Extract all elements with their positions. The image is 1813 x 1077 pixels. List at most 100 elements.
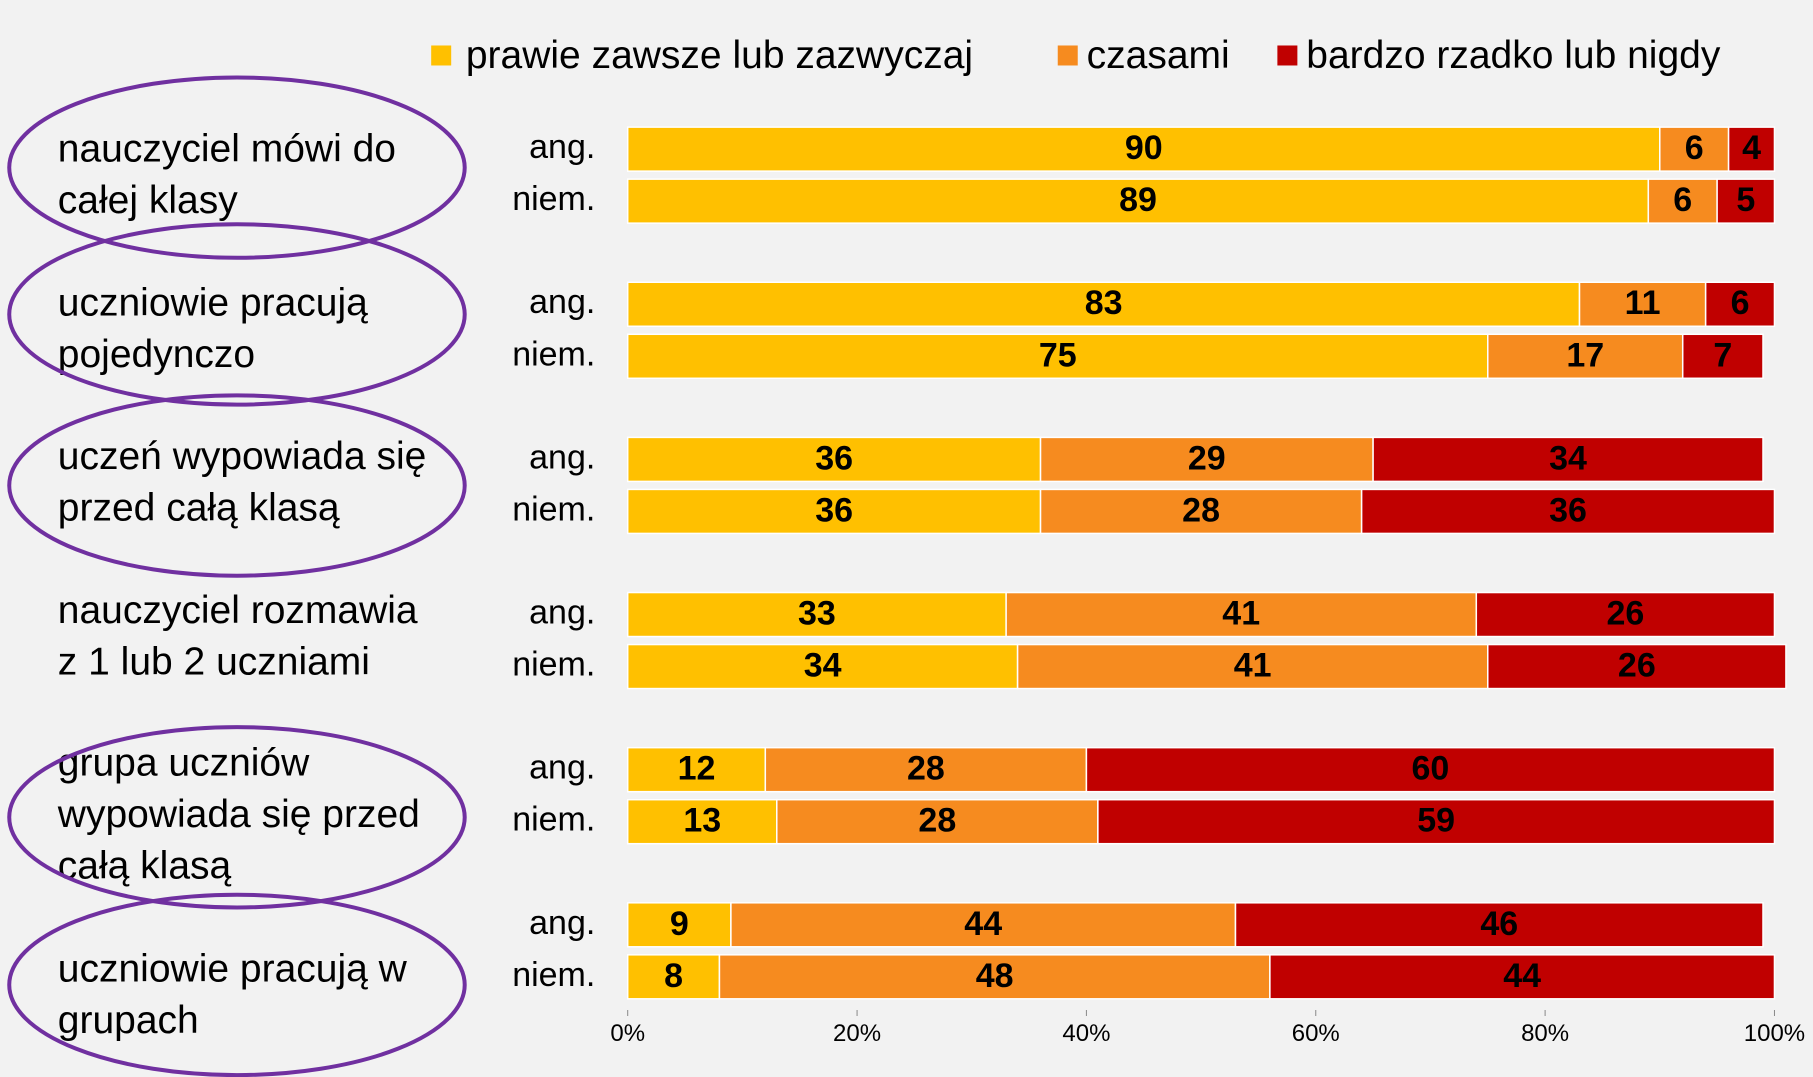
bar-segment — [626, 126, 1661, 172]
data-label: 83 — [1085, 284, 1123, 322]
row-label: ang. — [529, 283, 595, 321]
data-label: 44 — [1503, 957, 1541, 995]
bar-segment — [626, 746, 767, 793]
bar-segment — [1716, 178, 1776, 224]
bar-segment — [1487, 643, 1787, 690]
group-label: nauczyciel mówi do — [58, 128, 396, 171]
x-tick-label: 20% — [833, 1020, 881, 1047]
data-label: 11 — [1625, 284, 1661, 322]
data-label: 26 — [1618, 647, 1656, 685]
data-label: 89 — [1119, 181, 1157, 219]
legend-label: bardzo rzadko lub nigdy — [1306, 34, 1721, 77]
data-label: 48 — [976, 957, 1014, 995]
bar-segment — [1487, 333, 1684, 380]
highlight-ellipse — [7, 393, 467, 578]
data-label: 46 — [1480, 905, 1518, 943]
bar-segment — [776, 798, 1099, 845]
data-label: 9 — [670, 905, 689, 943]
bar-segment — [626, 436, 1042, 483]
bar-segment — [1727, 126, 1776, 172]
data-label: 36 — [815, 439, 853, 477]
group-label: przed całą klasą — [58, 487, 340, 530]
bar-segment — [626, 591, 1007, 638]
bar-segment — [1659, 126, 1730, 172]
highlight-ellipse — [7, 222, 467, 407]
group-label: pojedynczo — [58, 333, 255, 376]
data-label: 36 — [815, 491, 853, 529]
group-label: uczniowie pracują — [58, 281, 368, 324]
bar-segment — [1704, 281, 1776, 328]
data-label: 28 — [918, 802, 956, 840]
highlight-ellipse — [7, 892, 467, 1077]
group-label: uczeń wypowiada się — [58, 435, 427, 478]
bar-segment — [1578, 281, 1707, 328]
data-label: 60 — [1412, 750, 1450, 788]
group-label: uczniowie pracują w — [58, 947, 408, 990]
group-label: grupach — [58, 999, 199, 1042]
group-label: wypowiada się przed — [57, 793, 420, 836]
bar-segment — [626, 178, 1650, 224]
data-label: 6 — [1673, 181, 1692, 219]
group-label: grupa uczniów — [58, 742, 310, 785]
highlight-ellipse — [7, 75, 467, 260]
bar-segment — [1372, 436, 1764, 483]
legend-label: czasami — [1087, 34, 1230, 77]
data-label: 6 — [1685, 129, 1704, 167]
data-label: 29 — [1188, 439, 1226, 477]
bar-segment — [1016, 643, 1489, 690]
data-label: 41 — [1234, 647, 1272, 685]
highlight-ellipse — [7, 725, 467, 910]
data-label: 28 — [907, 750, 945, 788]
group-label: z 1 lub 2 uczniami — [58, 640, 370, 683]
row-label: ang. — [529, 438, 595, 476]
bar-segment — [1681, 333, 1764, 380]
data-label: 13 — [683, 802, 721, 840]
legend-swatch — [1277, 45, 1298, 66]
bar-segment — [626, 954, 721, 1000]
data-label: 4 — [1742, 129, 1761, 167]
data-label: 5 — [1736, 181, 1755, 219]
row-label: ang. — [529, 904, 595, 942]
bar-segment — [1234, 902, 1764, 948]
row-label: ang. — [529, 128, 595, 166]
x-tick-label: 80% — [1521, 1020, 1569, 1047]
group-label: całej klasy — [58, 179, 238, 222]
bar-segment — [1360, 488, 1776, 535]
data-label: 44 — [964, 905, 1002, 943]
data-label: 90 — [1125, 129, 1163, 167]
data-label: 36 — [1549, 491, 1587, 529]
bar-segment — [1097, 798, 1776, 845]
data-label: 17 — [1566, 336, 1604, 374]
x-tick-label: 100% — [1744, 1020, 1805, 1047]
x-tick-label: 40% — [1062, 1020, 1110, 1047]
row-label: niem. — [512, 180, 595, 218]
data-label: 7 — [1713, 336, 1732, 374]
data-label: 41 — [1222, 595, 1260, 633]
data-label: 12 — [678, 750, 716, 788]
bar-segment — [764, 746, 1088, 793]
bar-segment — [626, 333, 1489, 380]
data-label: 28 — [1182, 491, 1220, 529]
group-label: całą klasą — [58, 844, 232, 887]
row-label: niem. — [512, 335, 595, 373]
bar-segment — [1039, 488, 1363, 535]
row-label: niem. — [512, 490, 595, 528]
row-label: niem. — [512, 956, 595, 994]
bar-segment — [1475, 591, 1776, 638]
data-label: 75 — [1039, 336, 1077, 374]
group-label: nauczyciel rozmawia — [58, 589, 418, 632]
bar-segment — [1269, 954, 1776, 1000]
legend-swatch — [431, 45, 452, 66]
legend-swatch — [1057, 45, 1078, 66]
row-label: niem. — [512, 646, 595, 684]
x-tick-label: 60% — [1292, 1020, 1340, 1047]
bar-segment — [1085, 746, 1776, 793]
x-tick-label: 0% — [610, 1020, 645, 1047]
bar-segment — [1005, 591, 1478, 638]
data-label: 6 — [1731, 284, 1750, 322]
legend-label: prawie zawsze lub zazwyczaj — [466, 34, 973, 77]
bar-segment — [718, 954, 1271, 1000]
data-label: 26 — [1606, 595, 1644, 633]
bar-segment — [1647, 178, 1718, 224]
